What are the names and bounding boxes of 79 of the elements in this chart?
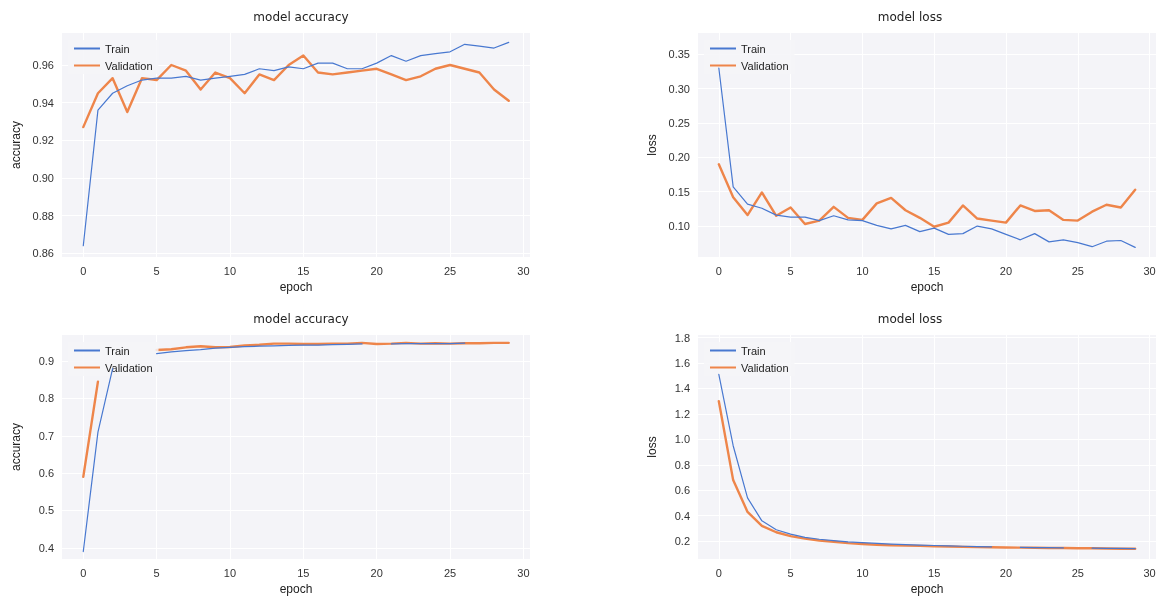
x-tick-label: 0	[715, 264, 722, 277]
x-tick-label: 15	[928, 566, 941, 579]
x-tick-label: 10	[856, 264, 869, 277]
x-axis-title: epoch	[910, 279, 944, 294]
y-tick-label: 0.4	[38, 541, 54, 554]
x-tick-label: 20	[999, 264, 1013, 277]
x-tick-label: 15	[297, 264, 310, 277]
x-tick-label: 10	[223, 566, 237, 579]
x-tick-label: 5	[787, 566, 794, 579]
x-tick-label: 5	[153, 566, 160, 579]
y-tick-label: 0.96	[32, 59, 54, 71]
x-tick-label: 20	[999, 566, 1013, 579]
legend-label: Train	[741, 344, 766, 357]
x-tick-label: 30	[1143, 566, 1156, 579]
chart-title: model loss	[877, 10, 943, 24]
y-tick-label: 0.90	[32, 171, 54, 184]
y-tick-label: 0.88	[32, 209, 54, 222]
x-tick-label: 30	[517, 264, 530, 277]
x-tick-label: 5	[153, 264, 160, 277]
x-tick-label: 25	[1071, 264, 1084, 277]
legend-label: Train	[105, 42, 130, 55]
y-tick-label: 0.9	[38, 355, 54, 368]
y-tick-label: 0.8	[38, 392, 54, 405]
x-tick-label: 0	[80, 566, 87, 579]
y-axis-title: loss	[644, 134, 659, 156]
y-tick-label: 0.10	[668, 220, 690, 233]
y-tick-label: 1.4	[674, 382, 690, 395]
legend-label: Train	[741, 42, 766, 55]
x-tick-label: 20	[370, 566, 383, 579]
legend-label: Validation	[105, 361, 153, 374]
x-tick-label: 25	[443, 264, 457, 277]
x-axis-title: epoch	[279, 279, 313, 294]
y-tick-label: 0.35	[668, 48, 690, 61]
x-tick-label: 30	[517, 566, 530, 579]
y-tick-label: 0.2	[674, 535, 690, 548]
x-tick-label: 10	[223, 264, 237, 277]
line-series	[82, 41, 510, 247]
y-axis-title: accuracy	[8, 120, 23, 170]
x-tick-label: 0	[715, 566, 722, 579]
y-tick-label: 0.5	[38, 504, 54, 517]
y-tick-label: 0.7	[38, 429, 54, 442]
y-tick-label: 1.0	[674, 433, 690, 446]
y-tick-label: 0.15	[668, 185, 690, 198]
line-series	[717, 399, 1137, 551]
legend-label: Validation	[105, 59, 153, 72]
chart-title: model accuracy	[253, 10, 349, 24]
x-tick-label: 15	[297, 566, 310, 579]
x-tick-label: 15	[928, 264, 941, 277]
y-tick-label: 0.20	[668, 151, 690, 164]
y-axis-title: accuracy	[9, 422, 23, 472]
y-tick-label: 1.2	[674, 407, 690, 420]
y-tick-label: 1.6	[674, 357, 690, 369]
y-tick-label: 0.25	[668, 117, 690, 130]
y-tick-label: 0.92	[32, 134, 54, 147]
x-tick-label: 20	[370, 264, 383, 277]
y-tick-label: 0.6	[674, 484, 690, 497]
legend-label: Validation	[741, 59, 789, 72]
y-tick-label: 0.8	[674, 458, 690, 471]
x-tick-label: 30	[1143, 264, 1156, 277]
x-tick-label: 25	[443, 566, 457, 579]
x-tick-label: 10	[856, 566, 869, 579]
y-tick-label: 0.30	[668, 82, 690, 95]
chart-title: model loss	[877, 312, 943, 326]
x-axis-title: epoch	[279, 581, 313, 596]
y-axis-title: loss	[645, 436, 659, 458]
x-tick-label: 25	[1071, 566, 1084, 579]
line-series	[717, 163, 1137, 228]
legend-label: Validation	[741, 361, 789, 374]
x-tick-label: 5	[787, 264, 794, 277]
line-series	[82, 54, 510, 129]
y-tick-label: 0.6	[38, 467, 54, 480]
x-tick-label: 0	[80, 264, 87, 277]
y-tick-label: 0.94	[32, 96, 54, 109]
y-tick-label: 1.8	[674, 331, 690, 344]
x-axis-title: epoch	[910, 581, 944, 596]
y-tick-label: 0.86	[32, 247, 54, 260]
chart-title: model accuracy	[253, 312, 349, 326]
y-tick-label: 0.4	[674, 509, 690, 522]
legend-label: Train	[105, 344, 130, 357]
